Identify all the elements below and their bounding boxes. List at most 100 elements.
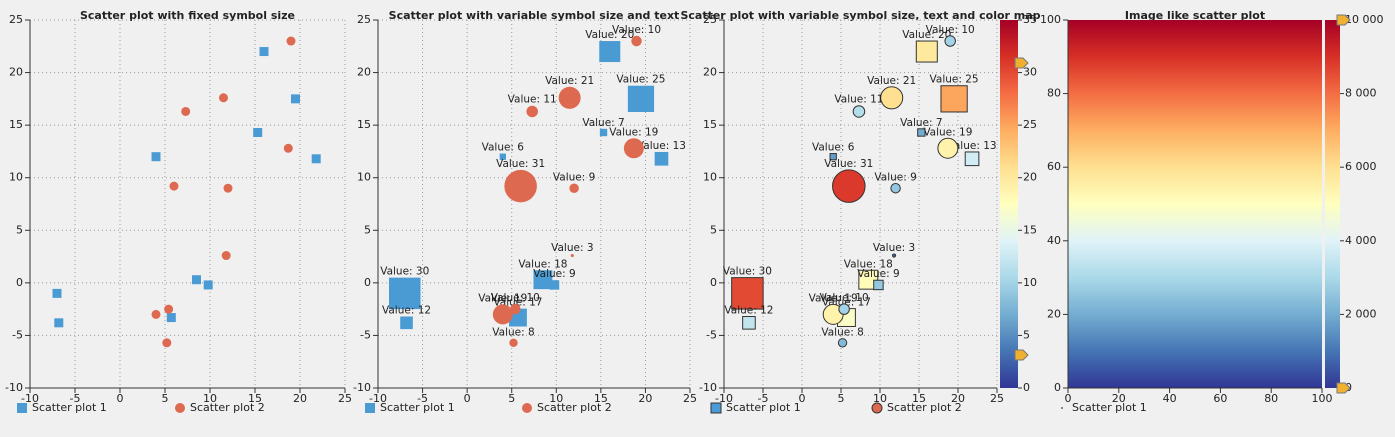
y-tick-label: 5 [710,223,717,236]
value-label: Value: 13 [948,140,997,152]
point [221,251,231,261]
point [742,316,756,330]
legend-marker [175,403,185,413]
y-tick-label: 5 [16,223,23,236]
point [52,288,62,298]
x-tick-label: -10 [21,392,39,405]
value-label: Value: 9 [857,268,899,280]
point [533,270,553,290]
y-tick-label: 25 [703,13,717,26]
point [627,85,655,112]
point [964,151,980,167]
colorbar-tick-label: 20 [1023,171,1037,184]
colorbar-tick-label: 2 000 [1345,307,1377,320]
y-tick-label: 5 [364,223,371,236]
y-tick-label: 20 [703,66,717,79]
point [219,93,228,103]
value-label: Value: 18 [844,258,893,270]
y-tick-label: 100 [1040,13,1061,26]
point [731,277,764,310]
value-label: Value: 25 [616,74,665,86]
x-tick-label: 80 [1264,392,1278,405]
y-tick-label: -5 [706,328,717,341]
x-tick-label: 20 [638,392,652,405]
legend-label: Scatter plot 2 [887,401,962,414]
legend-label: Scatter plot 2 [190,401,265,414]
legend-marker [365,403,375,413]
point [891,253,897,258]
slider-handle[interactable] [1014,349,1029,361]
legend-marker [871,402,883,414]
chart-title: Scatter plot with fixed symbol size [80,9,295,22]
y-tick-label: 25 [9,13,23,26]
y-tick-label: 40 [1047,234,1061,247]
value-label: Value: 20 [902,29,951,41]
x-tick-label: 0 [1065,392,1072,405]
point [940,85,968,113]
legend-marker [522,403,532,413]
y-tick-label: 25 [357,13,371,26]
colorbar-tick-label: 25 [1023,118,1037,131]
x-tick-label: -5 [417,392,428,405]
value-label: Value: 10 [926,24,975,36]
value-label: Value: 10 [612,24,661,36]
x-tick-label: 100 [1312,392,1333,405]
value-label: Value: 7 [900,117,942,129]
colorbar-tick-label: 10 000 [1345,13,1384,26]
colorbar-tick-label: 6 000 [1345,160,1377,173]
point [169,181,179,191]
point [291,94,300,104]
colorbar-tick-label: 4 000 [1345,234,1377,247]
point [654,151,669,166]
point [286,36,296,46]
point [510,303,521,315]
x-tick-label: 10 [203,392,217,405]
x-tick-label: 5 [838,392,845,405]
value-label: Value: 20 [585,29,634,41]
point [623,138,644,159]
x-tick-label: 15 [594,392,608,405]
y-tick-label: 60 [1047,160,1061,173]
point [858,269,879,290]
x-tick-label: 25 [683,392,697,405]
x-tick-label: 0 [799,392,806,405]
legend-marker [1061,407,1063,409]
colorbar-tick-label: 10 [1023,276,1037,289]
colorbar-tick-label: 5 [1023,328,1030,341]
point [631,35,642,47]
chart-title: Image like scatter plot [1125,9,1265,22]
value-label: Value: 9 [533,268,575,280]
slider-handle[interactable] [1014,57,1029,69]
y-tick-label: -5 [12,328,23,341]
point [388,277,421,310]
x-tick-label: 25 [338,392,352,405]
y-tick-label: 0 [1054,381,1061,394]
colorbar-tick-label: 30 [1023,66,1037,79]
legend-marker [710,402,722,414]
value-label: Value: 30 [723,266,772,278]
value-label: Value: 18 [518,258,567,270]
value-label: Value: 9 [874,172,916,184]
value-label: Value: 3 [551,242,593,254]
point [549,280,560,290]
y-tick-label: 0 [364,276,371,289]
point [151,309,161,319]
value-label: Value: 19 [923,126,972,138]
point [203,280,213,290]
point [509,338,518,347]
x-tick-label: 20 [951,392,965,405]
slider-handle[interactable] [1336,382,1351,394]
chart-title: Scatter plot with variable symbol size a… [389,9,680,22]
point [223,183,233,193]
x-tick-label: 0 [117,392,124,405]
point [569,183,579,193]
y-tick-label: 0 [710,276,717,289]
slider-handle[interactable] [1336,14,1351,26]
point [164,304,174,314]
point [838,303,850,315]
x-tick-label: 5 [162,392,169,405]
value-label: Value: 21 [867,75,916,87]
legend-label: Scatter plot 2 [537,401,612,414]
value-label: Value: 11 [834,94,883,106]
point [499,153,506,160]
